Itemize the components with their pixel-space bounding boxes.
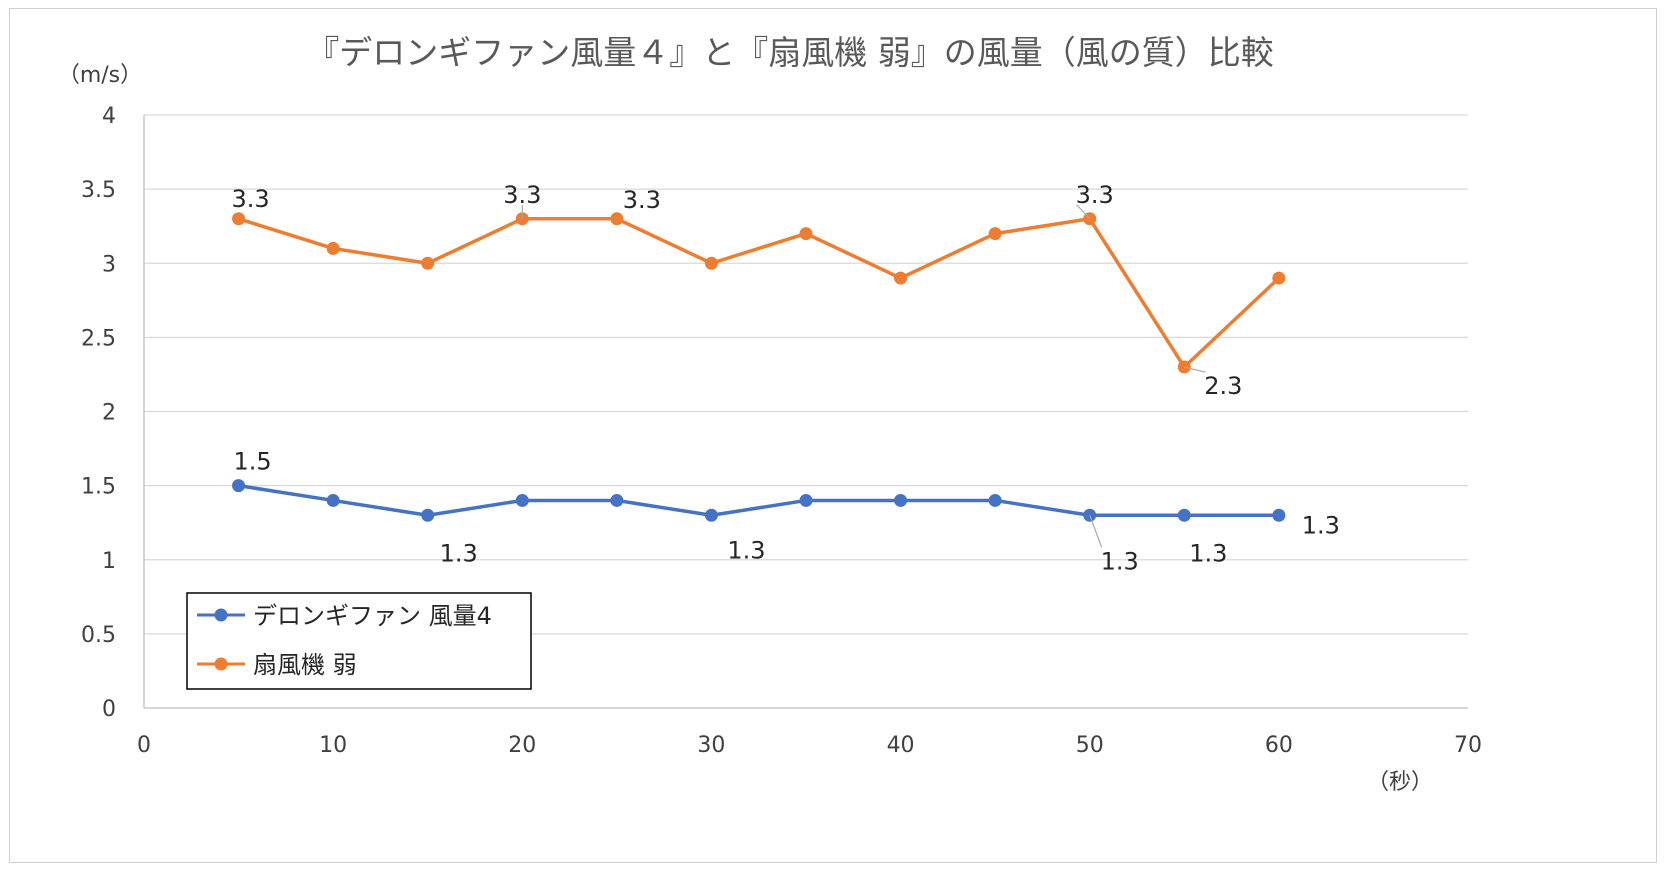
y-tick-label: 2.5 [81,326,116,351]
x-tick-label: 0 [137,733,151,758]
y-tick-label: 1 [102,549,116,574]
chart-title: 『デロンギファン風量４』と『扇風機 弱』の風量（風の質）比較 [306,33,1274,72]
y-tick-label: 1.5 [81,475,116,500]
legend-box [186,592,532,690]
series-line-1 [238,483,1279,518]
x-tick-label: 40 [887,733,915,758]
x-tick-label: 60 [1265,733,1293,758]
data-point [326,241,340,255]
data-point [610,493,624,507]
data-point [232,479,246,493]
data-point [704,256,718,270]
data-point [894,493,908,507]
data-point [799,227,813,241]
legend-item-series-2: 扇風機 弱 [197,651,357,679]
leader-line [1076,204,1091,220]
data-labels: 1.5 1.3 1.3 1.3 1.3 1.3 3.3 3.3 3.3 3.3 2.3 [231,181,1339,576]
y-tick-label: 3.5 [81,178,116,203]
y-axis-unit-label: （m/s） [58,63,142,88]
data-label: 1.3 [727,536,765,564]
data-point [799,493,813,507]
x-tick-label: 30 [697,733,725,758]
gridlines [144,114,1468,635]
data-point [515,493,529,507]
data-label: 3.3 [231,185,269,213]
x-tick-label: 10 [319,733,347,758]
x-axis-unit-label: （秒） [1367,770,1433,795]
y-tick-label: 0 [102,697,116,722]
x-tick-label: 70 [1454,733,1482,758]
data-label: 1.3 [1189,539,1227,567]
data-point [704,508,718,522]
data-point [232,212,246,226]
data-point [894,271,908,285]
axes [143,115,1468,709]
leader-line [1184,366,1206,373]
data-label: 3.3 [1076,181,1114,209]
y-tick-label: 3 [102,252,116,277]
y-tick-label: 0.5 [81,623,116,648]
legend-swatch-marker-1 [214,608,228,622]
data-point [1177,508,1191,522]
x-tick-label: 20 [508,733,536,758]
data-point [1272,508,1286,522]
legend-label-1: デロンギファン 風量4 [253,602,492,630]
x-tick-label: 50 [1076,733,1104,758]
data-point [421,256,435,270]
legend-label-2: 扇風機 弱 [253,651,357,679]
data-point [988,227,1002,241]
data-label: 1.5 [233,448,271,476]
data-label: 3.3 [623,186,661,214]
data-point [988,493,1002,507]
y-tick-label: 2 [102,401,116,426]
data-point [326,493,340,507]
data-point [1272,271,1286,285]
data-label: 1.3 [1101,547,1139,575]
data-label: 1.3 [440,539,478,567]
data-label: 3.3 [503,181,541,209]
data-point [421,508,435,522]
chart-frame [9,8,1657,863]
legend: デロンギファン 風量4 扇風機 弱 [186,592,532,690]
series-layer [232,212,1286,522]
tick-labels: 00.511.522.533.540 10 20 30 40 50 60 70 [81,104,1482,758]
series-line-2 [238,217,1281,369]
legend-swatch-marker-2 [214,657,228,671]
data-label: 1.3 [1302,511,1340,539]
leader-line [1089,515,1103,548]
data-point [610,212,624,226]
legend-item-series-1: デロンギファン 風量4 [197,602,492,630]
y-tick-label: 4 [102,104,116,129]
data-label: 2.3 [1204,372,1242,400]
